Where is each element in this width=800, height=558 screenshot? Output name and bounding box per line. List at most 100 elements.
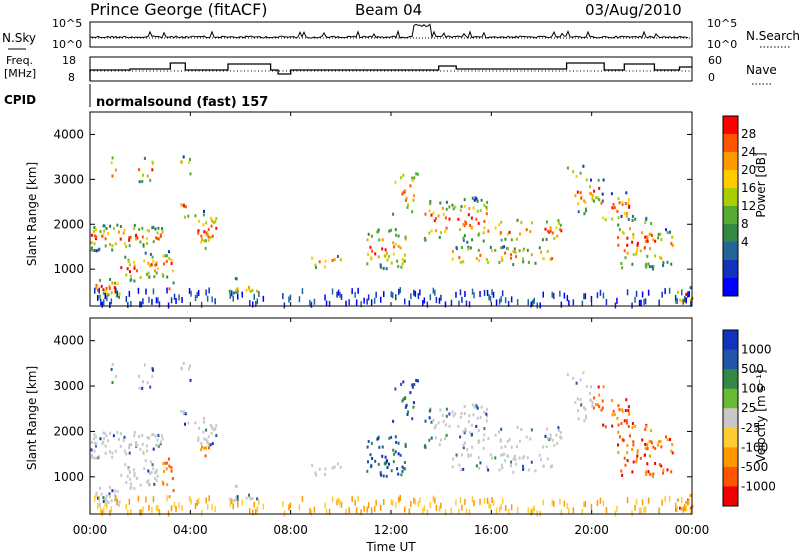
velocity-cell: [375, 499, 377, 506]
power-cell: [148, 229, 150, 233]
velocity-cell: [410, 501, 412, 508]
velocity-cell: [467, 420, 470, 424]
power-cell: [178, 294, 180, 301]
velocity-cell: [165, 461, 168, 465]
power-cell: [458, 256, 461, 260]
velocity-cell: [676, 506, 678, 512]
power-cell: [413, 176, 416, 180]
velocity-cell: [360, 509, 362, 516]
power-cell: [208, 287, 210, 294]
velocity-cell: [118, 503, 120, 507]
velocity-cell: [392, 460, 395, 464]
power-cell: [572, 170, 575, 174]
power-cell: [454, 205, 457, 209]
power-cell: [635, 290, 638, 297]
power-cell: [102, 288, 105, 292]
power-cell: [529, 230, 532, 234]
power-cell: [147, 271, 150, 275]
velocity-cell: [661, 499, 663, 506]
velocity-cell: [539, 510, 541, 517]
power-cell: [640, 299, 642, 306]
power-cell: [90, 241, 93, 245]
power-cell: [479, 291, 481, 297]
power-cell: [650, 222, 653, 225]
velocity-cell: [583, 501, 585, 508]
colorbar-swatch: [723, 152, 738, 171]
power-cell: [504, 297, 507, 304]
power-cell: [407, 203, 410, 207]
velocity-cell: [584, 501, 587, 508]
velocity-cell: [685, 500, 688, 504]
power-cell: [590, 178, 592, 182]
power-cell: [398, 288, 400, 295]
power-cell: [102, 233, 105, 237]
freq-panel: [89, 56, 693, 82]
velocity-cell: [125, 452, 128, 456]
velocity-cell: [636, 449, 639, 453]
velocity-cell: [426, 509, 429, 516]
velocity-cell: [139, 447, 142, 451]
power-cell: [660, 256, 663, 260]
power-cell: [662, 264, 665, 267]
power-cell: [646, 236, 649, 240]
velocity-cell: [161, 437, 164, 441]
velocity-cell: [333, 465, 336, 469]
velocity-cell: [551, 438, 554, 442]
velocity-cell: [462, 446, 465, 450]
power-cell: [560, 229, 563, 233]
power-cell: [437, 214, 440, 218]
velocity-cell: [95, 494, 98, 498]
power-cell: [465, 300, 468, 307]
power-cell: [234, 277, 237, 280]
power-cell: [116, 290, 119, 297]
velocity-cell: [409, 391, 412, 395]
velocity-cell: [107, 439, 110, 443]
power-cell: [298, 296, 301, 303]
velocity-cell: [541, 445, 544, 449]
velocity-cell: [510, 460, 513, 464]
velocity-cell: [546, 457, 549, 461]
velocity-cell: [133, 487, 136, 491]
velocity-cell: [466, 448, 469, 452]
velocity-cell: [173, 501, 176, 508]
power-cell: [404, 237, 407, 241]
power-cell: [494, 226, 497, 230]
velocity-cell: [100, 507, 102, 514]
power-cell: [159, 235, 162, 238]
velocity-cell: [444, 509, 447, 516]
power-cell: [635, 252, 638, 256]
power-cell: [442, 212, 445, 216]
power-cell: [435, 296, 438, 303]
velocity-cell: [170, 466, 173, 470]
power-cell: [463, 224, 466, 228]
power-cell: [635, 250, 638, 254]
velocity-cell: [351, 496, 353, 503]
power-cell: [690, 298, 693, 302]
velocity-cell: [200, 509, 203, 516]
velocity-cell: [438, 443, 441, 447]
power-cell: [488, 294, 490, 301]
power-cell: [541, 238, 544, 242]
power-cell: [150, 263, 153, 267]
colorbar-swatch: [723, 447, 738, 468]
power-cell: [256, 289, 259, 293]
power-cell: [366, 238, 369, 242]
velocity-cell: [95, 442, 98, 446]
velocity-cell: [507, 508, 510, 515]
velocity-cell: [625, 419, 628, 423]
noise-right-bottom: 10^0: [707, 38, 737, 51]
power-cell: [688, 291, 690, 297]
velocity-cell: [411, 417, 414, 421]
velocity-cell: [471, 445, 474, 449]
power-cell: [498, 223, 501, 227]
velocity-cell: [111, 455, 114, 459]
power-cell: [501, 258, 504, 262]
colorbar-tick-label: 100: [741, 382, 764, 396]
velocity-cell: [93, 449, 96, 453]
velocity-cell: [644, 428, 647, 431]
power-cell: [401, 262, 404, 266]
velocity-cell: [388, 436, 391, 440]
velocity-cell: [310, 509, 313, 516]
velocity-cell: [236, 498, 239, 502]
power-cell: [464, 220, 467, 224]
